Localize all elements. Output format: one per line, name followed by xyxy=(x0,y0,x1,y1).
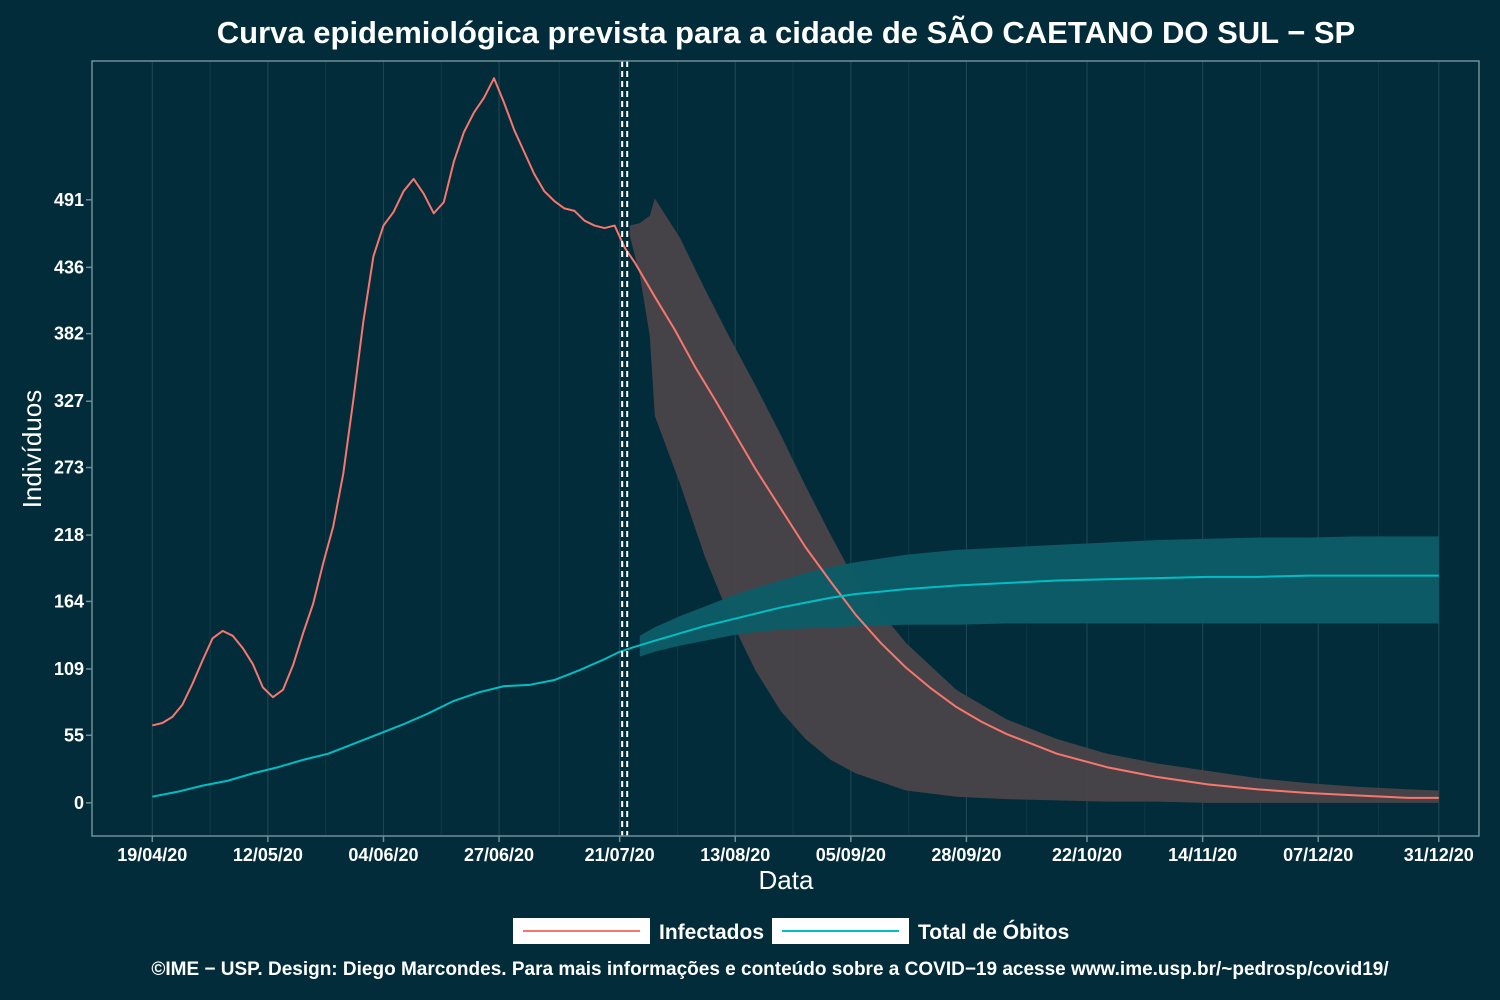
x-tick-label: 05/09/20 xyxy=(816,845,886,865)
y-tick-label: 436 xyxy=(54,257,84,277)
x-tick-label: 19/04/20 xyxy=(117,845,187,865)
y-tick-label: 0 xyxy=(74,793,84,813)
x-tick-label: 12/05/20 xyxy=(233,845,303,865)
x-tick-label: 13/08/20 xyxy=(700,845,770,865)
y-tick-label: 164 xyxy=(54,591,84,611)
series-line-infectados xyxy=(152,77,1439,799)
forecast-start-markers xyxy=(621,61,629,836)
confidence-band-obitos xyxy=(639,536,1439,657)
x-tick-label: 27/06/20 xyxy=(464,845,534,865)
x-tick-label: 28/09/20 xyxy=(931,845,1001,865)
x-tick-label: 07/12/20 xyxy=(1283,845,1353,865)
x-axis-ticks: 19/04/20 12/05/20 04/06/20 27/06/20 21/07/20… xyxy=(117,836,1474,865)
legend: Infectados Total de Óbitos xyxy=(513,918,1069,944)
confidence-band-infectados xyxy=(629,198,1439,803)
y-tick-label: 382 xyxy=(54,324,84,344)
plot-frame xyxy=(91,60,1480,837)
x-tick-label: 14/11/20 xyxy=(1168,845,1237,865)
chart-title: Curva epidemiológica prevista para a cid… xyxy=(217,15,1355,50)
x-axis-title: Data xyxy=(759,865,814,895)
x-tick-label: 31/12/20 xyxy=(1404,845,1474,865)
series-lines xyxy=(152,77,1439,799)
y-axis-title: Indivíduos xyxy=(17,390,47,509)
y-tick-label: 55 xyxy=(64,725,84,745)
x-tick-label: 21/07/20 xyxy=(585,845,655,865)
y-tick-label: 327 xyxy=(54,391,84,411)
legend-label-infectados: Infectados xyxy=(659,921,764,944)
y-tick-label: 491 xyxy=(54,190,84,210)
footer-caption: ©IME − USP. Design: Diego Marcondes. Par… xyxy=(151,959,1389,980)
series-line-obitos xyxy=(152,574,1439,798)
y-tick-label: 109 xyxy=(54,659,84,679)
legend-label-obitos: Total de Óbitos xyxy=(918,920,1069,944)
x-tick-label: 22/10/20 xyxy=(1052,845,1122,865)
y-tick-label: 218 xyxy=(54,525,84,545)
y-axis-ticks: 0 55 109 164 218 273 327 382 436 491 xyxy=(54,190,92,813)
confidence-bands xyxy=(629,198,1439,803)
y-tick-label: 273 xyxy=(54,458,84,478)
x-tick-label: 04/06/20 xyxy=(348,845,418,865)
